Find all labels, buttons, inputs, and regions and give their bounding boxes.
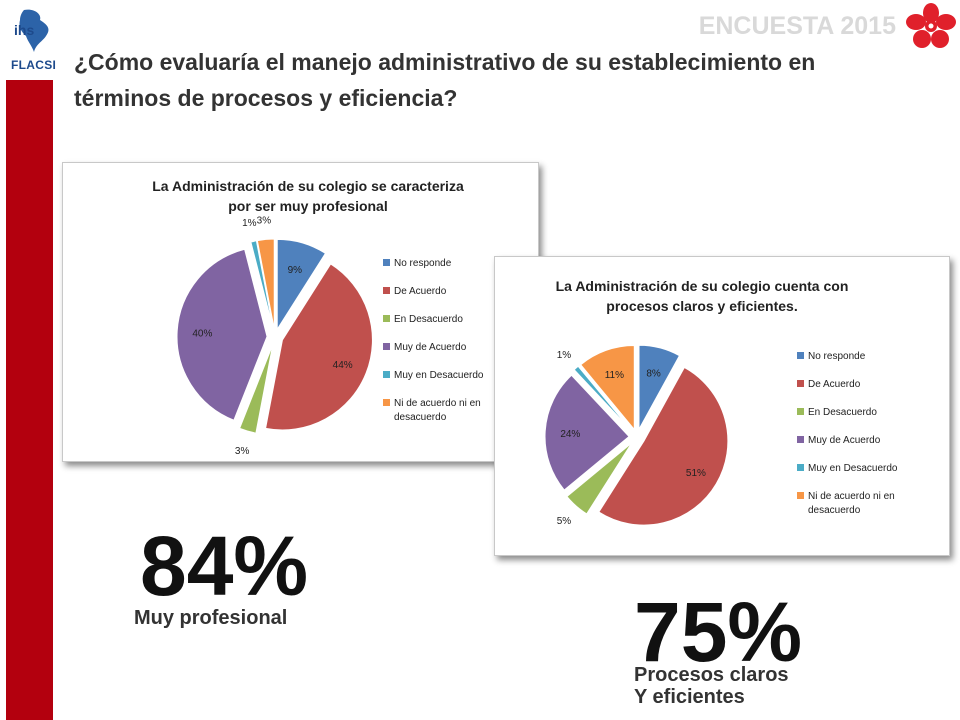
- pie-chart-profesional: La Administración de su colegio se carac…: [152, 178, 484, 457]
- legend-label-p2-5: Ni de acuerdo ni en: [808, 491, 895, 502]
- legend-swatch-p1-4: [383, 371, 390, 378]
- legend-label-p2-3: Muy de Acuerdo: [808, 435, 881, 446]
- legend-swatch-p1-1: [383, 287, 390, 294]
- chart-procesos: La Administración de su colegio cuenta c…: [494, 256, 950, 556]
- pie-slice-p1-4: [250, 240, 274, 330]
- data-label-p2-4: 1%: [557, 350, 572, 361]
- pie-slice-p1-5: [256, 238, 275, 330]
- legend-swatch-p1-5: [383, 399, 390, 406]
- legend-label-p2-0: No responde: [808, 351, 866, 362]
- pie-chart-procesos: La Administración de su colegio cuenta c…: [544, 278, 898, 527]
- data-label-p1-5: 3%: [257, 216, 272, 227]
- chart-title-line: La Administración de su colegio cuenta c…: [556, 278, 849, 294]
- highlight-value-75: 75%: [634, 585, 803, 679]
- legend-swatch-p2-3: [797, 436, 804, 443]
- data-label-p1-1: 44%: [333, 360, 353, 371]
- highlight-caption-75-line2: Y eficientes: [634, 686, 745, 708]
- accent-bar: [6, 80, 53, 720]
- data-label-p1-4: 1%: [242, 218, 257, 229]
- legend-swatch-p2-2: [797, 408, 804, 415]
- data-label-p1-2: 3%: [235, 446, 250, 457]
- data-label-p1-3: 40%: [192, 328, 212, 339]
- pie-slice-p2-2: [566, 442, 633, 515]
- data-label-p2-5: 11%: [605, 370, 624, 381]
- logo-ihs-text: ihs: [14, 22, 35, 38]
- map-icon: [19, 9, 49, 52]
- data-label-p2-0: 8%: [646, 368, 661, 379]
- question-title: ¿Cómo evaluaría el manejo administrativo…: [74, 49, 816, 111]
- legend-label-p1-5: desacuerdo: [394, 412, 447, 423]
- legend-label-p1-2: En Desacuerdo: [394, 314, 463, 325]
- survey-label: ENCUESTA 2015: [698, 12, 896, 40]
- ihs-flacsi-logo: ihs FLACSI: [6, 6, 56, 72]
- legend-swatch-p2-1: [797, 380, 804, 387]
- highlight-caption-84: Muy profesional: [134, 607, 288, 629]
- highlight-caption-75-line1: Procesos claros: [634, 664, 789, 686]
- legend-swatch-p1-2: [383, 315, 390, 322]
- legend-label-p1-1: De Acuerdo: [394, 286, 447, 297]
- data-label-p1-0: 9%: [288, 265, 303, 276]
- pie-slice-p1-2: [238, 344, 274, 434]
- legend-swatch-p2-0: [797, 352, 804, 359]
- legend-label-p1-3: Muy de Acuerdo: [394, 342, 467, 353]
- pie-slice-p1-0: [276, 238, 327, 332]
- chart-title-line: por ser muy profesional: [228, 198, 387, 214]
- pie-slice-p2-0: [638, 344, 681, 430]
- pie-slice-p2-5: [580, 344, 635, 431]
- data-label-p2-3: 24%: [560, 429, 580, 440]
- flower-icon: [906, 3, 956, 48]
- legend-swatch-p2-4: [797, 464, 804, 471]
- legend-swatch-p2-5: [797, 492, 804, 499]
- legend-label-p2-1: De Acuerdo: [808, 379, 861, 390]
- pie-slice-p1-3: [176, 248, 268, 421]
- chart-title-line: La Administración de su colegio se carac…: [152, 178, 464, 194]
- legend-label-p2-4: Muy en Desacuerdo: [808, 463, 898, 474]
- data-label-p2-2: 5%: [557, 516, 572, 527]
- chart-profesional: La Administración de su colegio se carac…: [62, 162, 539, 462]
- data-label-p2-1: 51%: [686, 468, 706, 479]
- pie-slice-p2-1: [598, 366, 729, 526]
- legend-label-p1-5: Ni de acuerdo ni en: [394, 398, 481, 409]
- legend-label-p1-4: Muy en Desacuerdo: [394, 370, 484, 381]
- legend-swatch-p1-3: [383, 343, 390, 350]
- highlight-value-84: 84%: [140, 519, 309, 613]
- legend-swatch-p1-0: [383, 259, 390, 266]
- logo-flacsi-text: FLACSI: [11, 58, 57, 72]
- chart-title-line: procesos claros y eficientes.: [606, 298, 797, 314]
- pie-slice-p2-3: [544, 374, 630, 491]
- pie-slice-p2-4: [573, 365, 633, 432]
- pie-slice-p1-1: [264, 263, 373, 431]
- legend-label-p2-2: En Desacuerdo: [808, 407, 877, 418]
- legend-label-p1-0: No responde: [394, 258, 452, 269]
- legend-label-p2-5: desacuerdo: [808, 505, 861, 516]
